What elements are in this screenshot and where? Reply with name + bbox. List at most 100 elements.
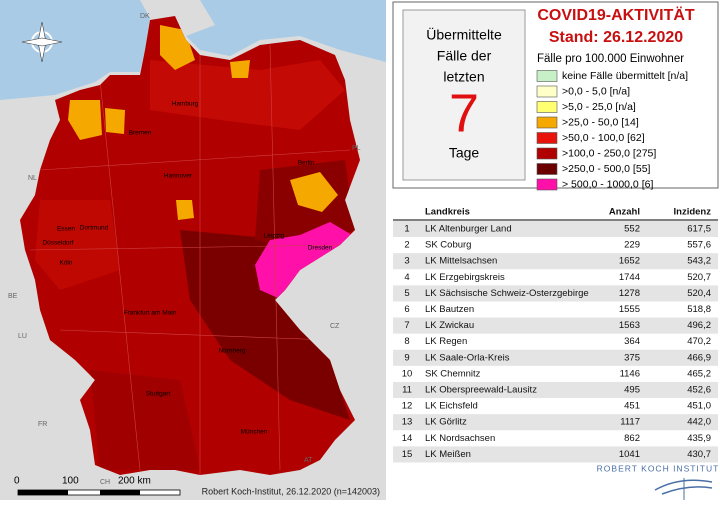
cell-incidence: 442,0 [687, 417, 711, 428]
column-header: Anzahl [609, 207, 640, 218]
cell-incidence: 430,7 [687, 449, 711, 460]
country-label: FR [38, 421, 47, 428]
country-label: BE [8, 293, 18, 300]
map-credit: Robert Koch-Institut, 26.12.2020 (n=1420… [202, 486, 380, 496]
city-label: Düsseldorf [42, 240, 73, 247]
cell-rank: 4 [404, 272, 409, 283]
cell-rank: 10 [402, 368, 413, 379]
city-label: Essen [57, 226, 75, 233]
city-label: Hannover [164, 173, 193, 180]
legend-label: >0,0 - 5,0 [n/a] [562, 85, 630, 97]
date: Stand: 26.12.2020 [549, 29, 683, 46]
legend-swatch [536, 116, 558, 129]
legend-label: >100,0 - 250,0 [275] [562, 147, 656, 159]
cell-incidence: 435,9 [687, 433, 711, 444]
cell-name: LK Saale-Orla-Kreis [425, 352, 510, 363]
city-label: München [241, 429, 268, 436]
city-label: Frankfurt am Main [124, 310, 177, 317]
country-label: CH [100, 479, 110, 486]
cell-name: LK Meißen [425, 449, 471, 460]
city-label: Leipzig [264, 233, 285, 240]
country-label: AT [304, 457, 313, 464]
region [176, 200, 194, 220]
legend-label: keine Fälle übermittelt [n/a] [562, 70, 688, 82]
legend-label: >25,0 - 50,0 [14] [562, 116, 639, 128]
cell-count: 495 [624, 385, 640, 396]
legend-swatch [536, 101, 558, 113]
logo [654, 478, 713, 500]
legend-label: >50,0 - 100,0 [62] [562, 132, 645, 144]
district-border [29, 44, 351, 475]
cell-name: LK Görlitz [425, 417, 467, 428]
table: Landkreis Anzahl Inzidenz 1 LK Altenburger L… [393, 207, 718, 463]
legend-swatch [536, 147, 558, 160]
country-label: PL [352, 145, 361, 152]
cell-incidence: 470,2 [687, 336, 711, 347]
scale-label: 100 [62, 476, 79, 487]
cell-rank: 2 [404, 240, 409, 251]
region [180, 230, 350, 420]
row-shade [393, 414, 718, 431]
column-header: Inzidenz [674, 207, 712, 218]
region [35, 200, 120, 290]
cell-name: LK Erzgebirgskreis [425, 272, 505, 283]
cell-count: 1744 [619, 272, 640, 283]
scale-label: 200 km [118, 476, 151, 487]
scale-label: 0 [14, 476, 20, 487]
cell-name: LK Bautzen [425, 304, 474, 315]
cell-incidence: 520,4 [687, 288, 711, 299]
country-label: NL [28, 175, 37, 182]
legend-swatch [536, 178, 558, 191]
cell-incidence: 451,0 [687, 401, 711, 412]
cell-count: 1041 [619, 449, 640, 460]
cell-rank: 11 [402, 385, 412, 396]
region [68, 100, 102, 140]
cell-count: 364 [624, 336, 640, 347]
region [90, 370, 200, 470]
cell-rank: 1 [404, 224, 409, 235]
legend-swatch [536, 70, 558, 82]
cell-incidence: 617,5 [687, 224, 711, 235]
logo-text: ROBERT KOCH INSTITUT [597, 463, 720, 473]
cell-count: 1555 [619, 304, 640, 315]
cell-rank: 9 [404, 352, 409, 363]
cell-name: LK Eichsfeld [425, 401, 478, 412]
region [150, 60, 345, 130]
region [105, 108, 125, 134]
city-label: Dortmund [80, 225, 109, 232]
box-text: Fälle der [437, 48, 492, 64]
legend-swatch [536, 85, 558, 98]
legend-label: >5,0 - 25,0 [n/a] [562, 101, 636, 113]
cell-rank: 3 [404, 256, 409, 267]
row-shade [393, 285, 718, 302]
box-text: Übermittelte [426, 26, 502, 43]
region [255, 222, 352, 298]
box-number: 7 [449, 83, 479, 143]
germany [20, 16, 360, 475]
cell-rank: 14 [402, 433, 413, 444]
row-shade [393, 349, 718, 366]
cell-count: 451 [624, 401, 640, 412]
cell-count: 862 [624, 433, 640, 444]
scale-bar [17, 489, 181, 496]
legend-swatch [536, 163, 558, 175]
cell-incidence: 452,6 [687, 385, 711, 396]
box-text: Tage [449, 145, 480, 161]
cell-incidence: 543,2 [687, 256, 711, 267]
cell-name: LK Mittelsachsen [425, 256, 497, 267]
cell-count: 1146 [620, 368, 640, 379]
cell-rank: 5 [404, 288, 409, 299]
row-shade [393, 381, 718, 399]
cell-count: 1563 [619, 320, 640, 331]
city-label: Stuttgart [146, 391, 171, 398]
box-text: letzten [443, 69, 484, 85]
cell-count: 375 [624, 352, 640, 363]
cell-rank: 13 [402, 417, 413, 428]
subtitle: Fälle pro 100.000 Einwohner [537, 53, 684, 65]
cell-name: LK Sächsische Schweiz-Osterzgebirge [425, 288, 589, 299]
cell-name: LK Altenburger Land [425, 224, 512, 235]
cell-rank: 7 [404, 320, 409, 331]
legend: keine Fälle übermittelt [n/a] >0,0 - 5,0 … [536, 70, 688, 191]
cell-rank: 12 [402, 401, 413, 412]
row-shade [393, 220, 718, 238]
